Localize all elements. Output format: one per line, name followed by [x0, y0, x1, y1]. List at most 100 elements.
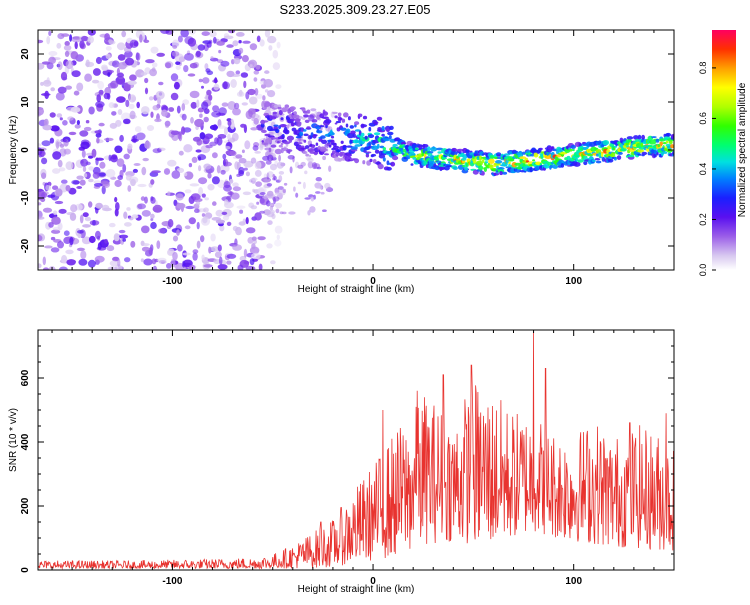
heatmap-cell — [221, 81, 230, 90]
heatmap-cell — [437, 151, 443, 154]
heatmap-cell — [364, 135, 368, 140]
heatmap-cell — [502, 171, 508, 175]
heatmap-cell — [192, 252, 198, 261]
heatmap-cell — [354, 144, 362, 147]
heatmap-cell — [279, 124, 287, 128]
heatmap-cell — [668, 140, 673, 145]
heatmap-cell — [354, 129, 361, 132]
heatmap-cell — [410, 163, 414, 166]
heatmap-cell — [176, 229, 180, 236]
heatmap-cell — [201, 31, 210, 36]
heatmap-cell — [466, 162, 469, 167]
heatmap-cell — [299, 131, 304, 137]
heatmap-cell — [251, 117, 256, 122]
heatmap-cell — [626, 145, 629, 148]
heatmap-cell — [626, 136, 634, 140]
heatmap-cell — [68, 131, 77, 136]
heatmap-cell — [199, 113, 203, 118]
heatmap-cell — [95, 202, 103, 209]
heatmap-cell — [268, 45, 273, 51]
heatmap-cell — [212, 105, 220, 112]
heatmap-cell — [232, 40, 239, 47]
heatmap-cell — [241, 102, 248, 106]
heatmap-cell — [113, 233, 120, 242]
heatmap-cell — [275, 202, 283, 209]
heatmap-cell — [318, 186, 323, 190]
heatmap-cell — [303, 139, 307, 143]
heatmap-cell — [280, 117, 284, 121]
heatmap-cell — [96, 94, 101, 103]
heatmap-cell — [85, 120, 90, 124]
heatmap-cell — [38, 39, 44, 44]
heatmap-cell — [123, 211, 128, 219]
snr-panel: -100 0 100 0 200 400 600 Height of straight li… — [8, 329, 675, 595]
heatmap-cell — [369, 158, 373, 163]
heatmap-cell — [116, 72, 125, 78]
heatmap-cell — [358, 113, 363, 118]
spectrogram-ylabel: Frequency (Hz) — [8, 116, 19, 185]
heatmap-cell — [92, 68, 101, 76]
heatmap-cell — [95, 157, 104, 161]
heatmap-cell — [216, 165, 221, 174]
heatmap-cell — [226, 44, 234, 48]
heatmap-cell — [241, 55, 249, 63]
heatmap-cell — [307, 148, 315, 152]
heatmap-cell — [210, 56, 214, 60]
heatmap-cell — [175, 61, 181, 65]
heatmap-cell — [376, 116, 383, 121]
heatmap-cell — [342, 145, 347, 151]
heatmap-cell — [221, 102, 229, 107]
heatmap-cell — [508, 163, 511, 168]
figure-title: S233.2025.309.23.27.E05 — [279, 2, 430, 17]
heatmap-cell — [42, 124, 52, 131]
heatmap-cell — [595, 160, 602, 164]
heatmap-cell — [534, 165, 540, 171]
heatmap-cell — [144, 141, 152, 149]
heatmap-cell — [265, 138, 273, 144]
heatmap-cell — [91, 148, 97, 158]
heatmap-cell — [670, 144, 674, 149]
heatmap-cell — [232, 182, 239, 187]
heatmap-cell — [259, 39, 265, 47]
heatmap-cell — [41, 157, 48, 165]
heatmap-cell — [146, 125, 155, 131]
heatmap-cell — [322, 209, 327, 212]
heatmap-cell — [293, 111, 298, 115]
heatmap-cell — [97, 81, 105, 90]
heatmap-cell — [331, 150, 336, 155]
heatmap-cell — [209, 30, 217, 38]
heatmap-cell — [111, 111, 117, 116]
heatmap-cell — [243, 80, 247, 89]
heatmap-cell — [392, 143, 398, 147]
heatmap-cell — [328, 144, 332, 148]
colorbar-tick-label: 0.0 — [698, 264, 708, 277]
heatmap-cell — [181, 103, 186, 111]
heatmap-cell — [238, 221, 246, 226]
heatmap-cell — [84, 73, 92, 82]
heatmap-cell — [368, 141, 372, 147]
heatmap-cell — [102, 207, 112, 212]
heatmap-cell — [149, 68, 158, 77]
heatmap-cell — [232, 108, 241, 116]
heatmap-cell — [462, 164, 466, 168]
heatmap-cell — [662, 151, 668, 154]
heatmap-cell — [154, 118, 162, 123]
heatmap-cell — [266, 200, 271, 207]
heatmap-cell — [83, 126, 92, 132]
heatmap-cell — [309, 206, 316, 213]
heatmap-cell — [218, 256, 223, 266]
heatmap-cell — [223, 126, 228, 136]
heatmap-cell — [222, 159, 226, 166]
heatmap-cell — [263, 178, 271, 183]
heatmap-cell — [212, 36, 217, 44]
heatmap-cell — [627, 154, 635, 158]
heatmap-cell — [354, 121, 360, 125]
heatmap-cell — [272, 174, 276, 178]
heatmap-cell — [324, 153, 329, 156]
heatmap-cell — [362, 115, 368, 120]
heatmap-cell — [303, 114, 309, 118]
heatmap-cell — [676, 153, 680, 155]
heatmap-cell — [74, 124, 81, 129]
heatmap-cell — [370, 153, 377, 157]
